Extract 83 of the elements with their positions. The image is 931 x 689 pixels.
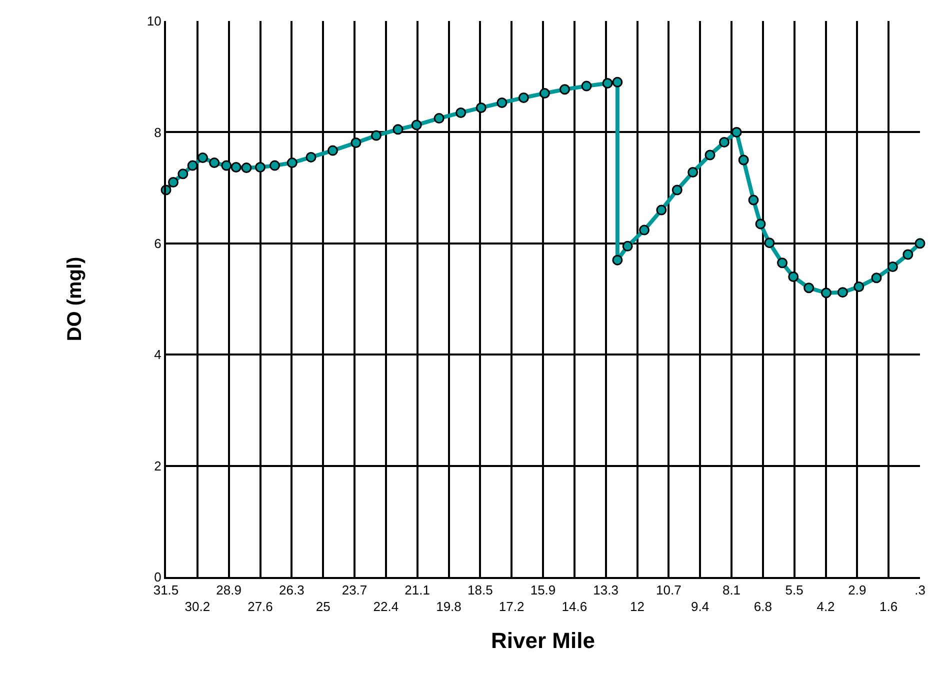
point [230,162,242,172]
point [197,152,208,164]
point [612,76,623,88]
point [622,240,633,252]
x2-tick-label: 25 [316,599,330,614]
point [854,282,864,292]
point [286,158,298,168]
x2-tick-label: 22.4 [373,599,399,614]
point [255,162,266,172]
point [837,287,848,298]
x2-tick-label: 4.2 [816,599,835,614]
x-tick-label: .3 [914,582,926,598]
x2-tick-label: 6.8 [754,599,772,614]
x2-tick-label: 1.6 [880,599,898,614]
x-tick-label: 18.5 [468,582,493,598]
x-tick-label: 10.7 [656,582,682,598]
point [456,107,466,118]
point [602,78,613,89]
point [221,160,232,171]
y-tick-label: 6 [154,236,162,251]
x2-tick-label: 27.6 [248,599,273,614]
point [719,136,730,148]
y-tick-label: 2 [154,458,162,474]
x2-tick-label: 19.8 [436,599,462,614]
point [871,272,882,284]
x2-tick-label: 14.6 [562,599,588,614]
y-tick-label: 0 [154,570,162,585]
point [704,150,716,160]
point [496,97,508,108]
point [539,88,550,99]
x-tick-label: 2.9 [848,582,866,598]
point [788,272,799,282]
point [688,166,698,178]
point [914,238,926,249]
point [612,254,623,266]
point [241,162,252,174]
point [434,113,444,124]
x-tick-label: 8.1 [722,582,741,598]
x-tick-label: 31.5 [153,582,179,598]
point [209,158,220,168]
point [656,204,667,216]
point [178,168,188,180]
x-tick-label: 26.3 [279,582,304,598]
point [581,80,592,92]
x-tick-label: 28.9 [216,582,242,598]
point [168,176,178,188]
y-tick-label: 4 [154,347,162,362]
x2-tick-label: 17.2 [498,599,524,614]
point [371,130,382,141]
point [476,102,486,113]
point [187,160,198,171]
x2-tick-label: 9.4 [691,599,710,614]
point [639,224,650,236]
x-tick-label: 15.9 [530,582,556,598]
point [804,282,814,294]
x2-tick-label: 30.2 [184,599,210,614]
x2-tick-label: 12 [630,599,644,614]
point [411,120,422,130]
point [560,84,570,95]
point [764,238,775,248]
point [777,258,788,268]
point [328,145,338,156]
point [755,218,766,230]
point [738,154,749,166]
x-tick-label: 5.5 [785,582,804,598]
point [270,160,280,171]
point [748,194,759,206]
y-tick-label: 8 [154,124,162,140]
point [887,262,898,272]
x-tick-label: 23.7 [342,582,368,598]
point [672,184,682,196]
x-tick-label: 13.3 [593,582,618,598]
point [518,92,529,103]
x-tick-label: 21.1 [404,582,430,598]
point [820,288,832,298]
point [350,138,362,148]
point [731,126,742,138]
y-axis-title: DO (mgl) [64,256,86,342]
point [306,152,316,162]
y-tick-label: 10 [146,14,162,29]
point [902,249,914,260]
point [392,124,404,135]
x-axis-title: River Mile [491,628,595,653]
